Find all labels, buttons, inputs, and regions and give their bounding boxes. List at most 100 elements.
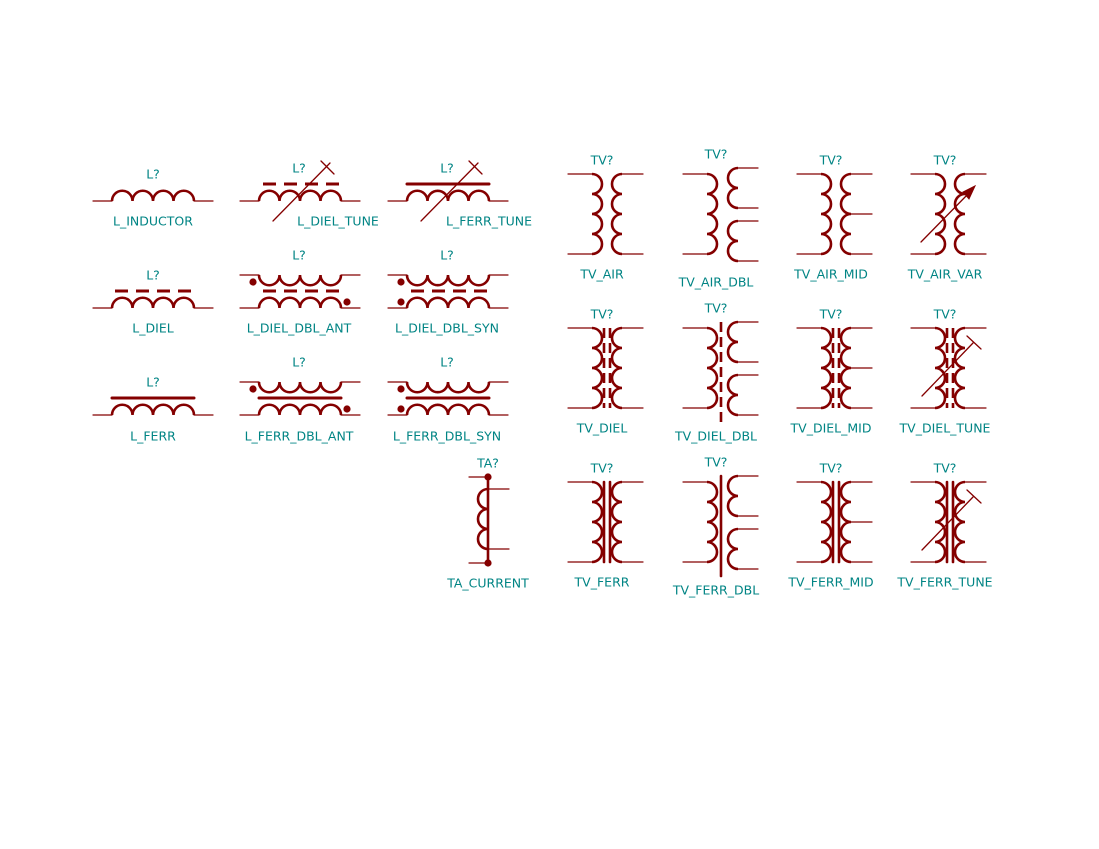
coil-winding [257, 296, 343, 309]
variable-arrow [920, 192, 970, 243]
coil-winding [726, 166, 739, 210]
tuning-cap [320, 160, 335, 175]
symbol-tv-air: TV? TV_AIR [567, 153, 644, 282]
symbol-name-label: TV_FERR_DBL [672, 583, 759, 598]
symbol-tv-diel: TV? TV_DIEL [567, 307, 644, 436]
coil-winding [726, 474, 739, 518]
reference-label: TV? [819, 307, 843, 322]
reference-label: TV? [933, 307, 957, 322]
reference-label: TV? [819, 461, 843, 476]
symbol-l-diel-dbl-syn: L? L_DIEL_DBL_SYN [387, 248, 509, 336]
tuning-line [921, 496, 974, 551]
symbol-tv-air-mid: TV? TV_AIR_MID [793, 153, 873, 282]
reference-label: TV? [704, 147, 728, 162]
symbol-name-label: TV_FERR_TUNE [896, 575, 992, 590]
symbol-name-label: L_DIEL_DBL_SYN [395, 321, 499, 336]
coil-winding [405, 189, 491, 202]
symbol-name-label: TV_FERR [574, 575, 630, 590]
symbol-name-label: L_FERR_TUNE [446, 214, 532, 229]
symbol-name-label: TV_DIEL [576, 421, 628, 436]
symbol-tv-diel-dbl: TV? TV_DIEL_DBL [674, 301, 759, 444]
polarity-dot [397, 405, 405, 413]
coil-winding [591, 326, 604, 410]
coil-winding [405, 296, 491, 309]
reference-label: L? [292, 355, 306, 370]
symbol-tv-ferr-tune: TV? TV_FERR_TUNE [896, 461, 992, 590]
reference-label: TV? [933, 153, 957, 168]
reference-label: TV? [590, 307, 614, 322]
coil-winding [610, 326, 623, 410]
symbol-name-label: TV_AIR_MID [793, 267, 868, 282]
symbol-l-diel: L? L_DIEL [92, 268, 214, 336]
symbol-l-ferr-tune: L? L_FERR_TUNE [387, 160, 532, 229]
symbol-name-label: L_DIEL [132, 321, 173, 336]
symbol-name-label: TV_DIEL_TUNE [899, 421, 991, 436]
coil-winding [706, 172, 719, 256]
tuning-cap [966, 335, 982, 350]
symbol-name-label: L_FERR [130, 429, 176, 444]
tuning-line [272, 162, 331, 222]
coil-winding [934, 480, 947, 564]
coil-winding [257, 381, 343, 394]
coil-winding [110, 403, 196, 416]
symbol-tv-ferr: TV? TV_FERR [567, 461, 644, 590]
coil-winding [257, 274, 343, 287]
reference-label: L? [146, 375, 160, 390]
reference-label: L? [146, 268, 160, 283]
reference-label: L? [292, 161, 306, 176]
coil-winding [820, 172, 833, 256]
reference-label: TA? [476, 456, 499, 471]
symbol-name-label: TA_CURRENT [446, 576, 529, 591]
reference-label: TV? [590, 461, 614, 476]
symbol-tv-ferr-dbl: TV? TV_FERR_DBL [672, 455, 759, 598]
coil-winding [610, 480, 623, 564]
symbol-tv-diel-mid: TV? TV_DIEL_MID [790, 307, 873, 436]
reference-label: TV? [933, 461, 957, 476]
coil-winding [953, 326, 966, 410]
coil-winding [405, 381, 491, 394]
symbol-name-label: L_INDUCTOR [113, 214, 193, 229]
symbol-l-ferr-dbl-ant: L? L_FERR_DBL_ANT [239, 355, 361, 444]
coil-winding [820, 326, 833, 410]
symbol-tv-diel-tune: TV? TV_DIEL_TUNE [899, 307, 991, 436]
reference-label: TV? [704, 455, 728, 470]
polarity-dot [249, 385, 257, 393]
symbol-name-label: L_DIEL_DBL_ANT [247, 321, 352, 336]
reference-label: TV? [590, 153, 614, 168]
coil-winding [591, 480, 604, 564]
polarity-dot [484, 473, 492, 481]
reference-label: TV? [819, 153, 843, 168]
symbol-l-inductor: L? L_INDUCTOR [92, 167, 214, 229]
symbol-l-ferr: L? L_FERR [92, 375, 214, 444]
symbol-name-label: L_DIEL_TUNE [297, 214, 379, 229]
coil-winding [726, 527, 739, 571]
coil-winding [610, 172, 623, 256]
coil-winding [110, 189, 196, 202]
symbol-name-label: TV_AIR_DBL [678, 275, 754, 290]
coil-winding [706, 480, 719, 564]
symbol-tv-air-dbl: TV? TV_AIR_DBL [678, 147, 759, 290]
reference-label: L? [440, 248, 454, 263]
coil-winding [476, 487, 489, 551]
symbol-name-label: L_FERR_DBL_SYN [393, 429, 501, 444]
coil-winding [726, 373, 739, 417]
coil-winding [820, 480, 833, 564]
polarity-dot [397, 278, 405, 286]
coil-winding [726, 219, 739, 263]
symbol-l-diel-dbl-ant: L? L_DIEL_DBL_ANT [239, 248, 361, 336]
coil-winding [405, 274, 491, 287]
reference-label: L? [146, 167, 160, 182]
coil-winding [405, 403, 491, 416]
coil-winding [934, 326, 947, 410]
symbol-l-diel-tune: L? L_DIEL_TUNE [239, 160, 379, 229]
symbol-tv-air-var: TV? TV_AIR_VAR [907, 153, 987, 282]
symbol-name-label: TV_DIEL_MID [790, 421, 872, 436]
symbol-tv-ferr-mid: TV? TV_FERR_MID [787, 461, 873, 590]
polarity-dot [343, 405, 351, 413]
tuning-cap [966, 489, 982, 504]
coil-winding [706, 326, 719, 410]
reference-label: L? [292, 248, 306, 263]
coil-winding [934, 172, 947, 256]
